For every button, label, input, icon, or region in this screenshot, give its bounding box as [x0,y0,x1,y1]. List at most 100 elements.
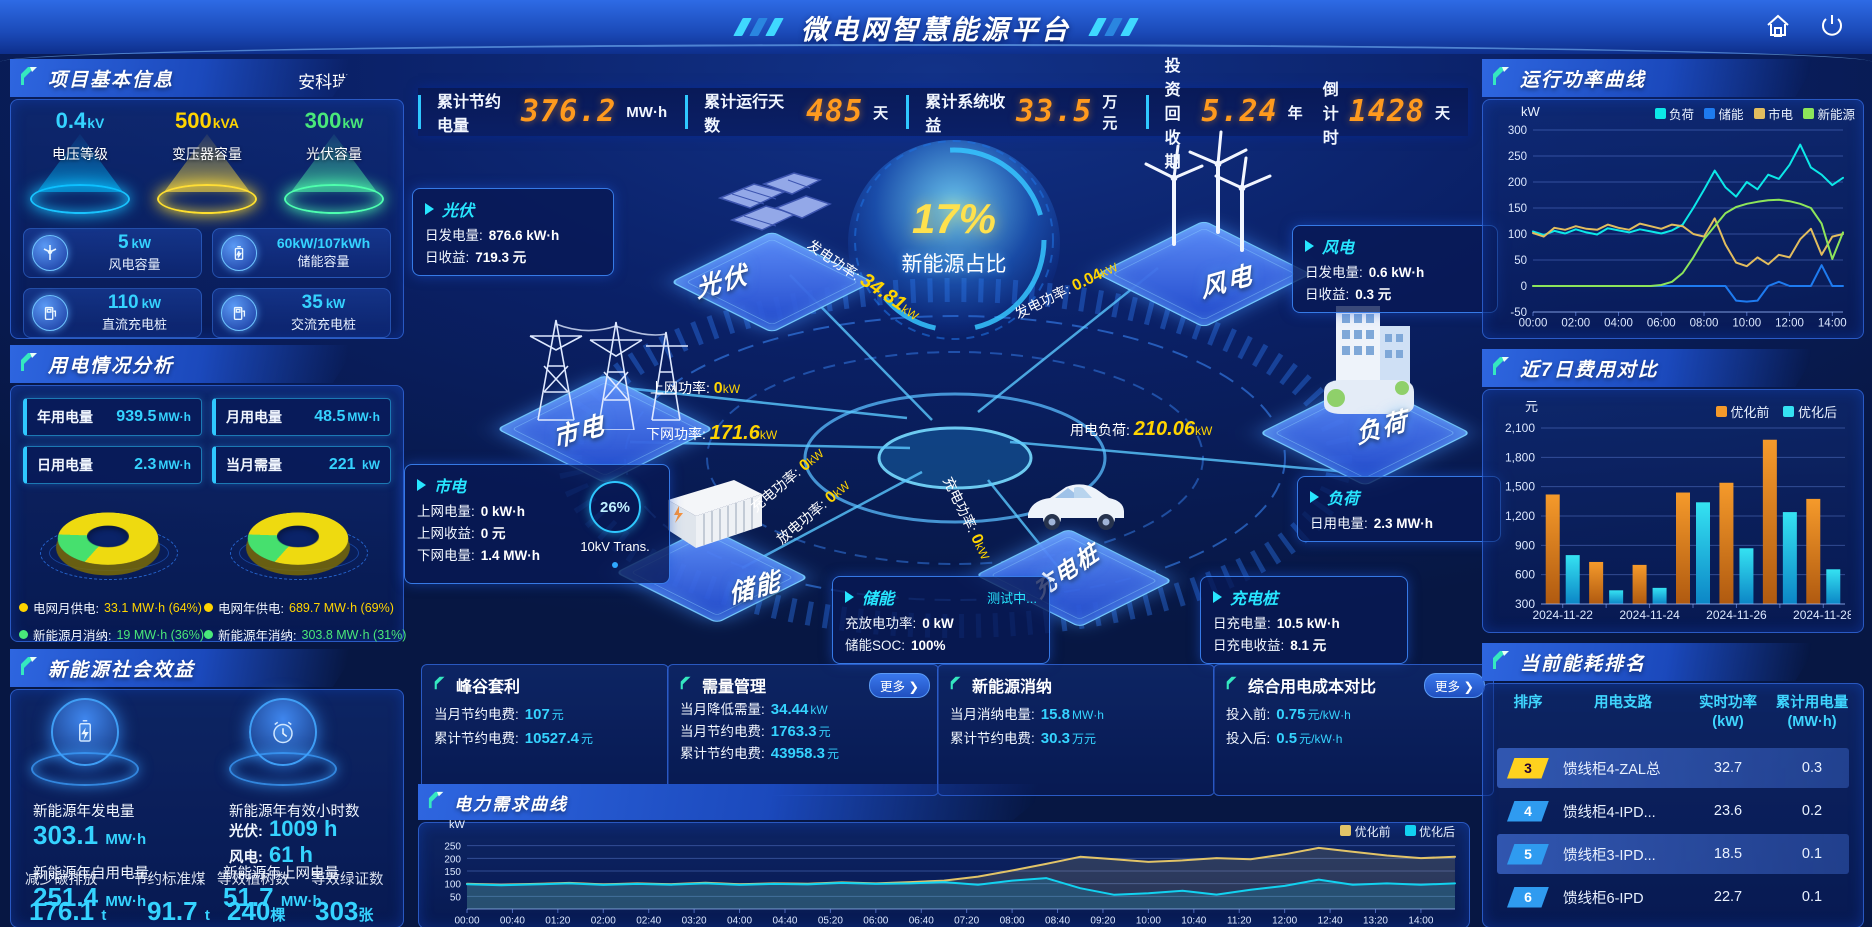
svg-text:100: 100 [444,880,461,891]
svg-text:05:20: 05:20 [818,916,843,926]
svg-text:50: 50 [1514,255,1527,267]
card-renewable-consumption: 新能源消纳 当月消纳电量: 15.8 MW·h 累计节约电费: 30.3 万元 [937,664,1215,796]
svg-text:11:20: 11:20 [1227,916,1252,926]
rank-badge: 6 [1507,886,1549,908]
ranking-table-body: 3 馈线柜4-ZAL总 32.7 0.3 4 馈线柜4-IPD... 23.6 … [1497,748,1849,927]
flow-grid-export: 上网功率: 0kW [650,380,741,397]
donut-legend: 电网月供电: 33.1 MW·h (64%) 电网年供电: 689.7 MW·h (… [19,598,406,644]
cert-label: 等效绿证数 [311,872,384,888]
svg-text:200: 200 [444,854,461,865]
legend-chip-storage [1704,108,1715,119]
svg-text:08:00: 08:00 [1690,318,1719,330]
svg-text:12:00: 12:00 [1272,916,1297,926]
core-sphere: 17% 新能源占比 [848,140,1060,346]
svg-text:07:20: 07:20 [954,916,979,926]
spotlight-pv-capacity: 300kW 光伏容量 [275,110,393,222]
demand-curve-chart: 50 100 150 200 250 00:00 00:40 01:20 02:00 02:40 0… [421,825,1465,927]
svg-text:2024-11-24: 2024-11-24 [1619,608,1680,622]
decor-slash [733,18,752,36]
battery-icon [221,235,257,271]
decor-slash [1120,18,1139,36]
svg-text:12:40: 12:40 [1318,916,1343,926]
more-button-cost[interactable]: 更多 ❯ [1424,673,1485,698]
svg-text:900: 900 [1515,538,1535,552]
title-decoration-right [1088,18,1139,36]
card-corner-icon [1226,676,1240,695]
svg-text:10:40: 10:40 [1181,916,1206,926]
home-icon[interactable] [1764,12,1792,40]
power-towers-icon [510,280,700,435]
export-value: 51.7 MW·h [223,882,322,912]
legend-dot-icon [19,603,28,612]
svg-text:14:00: 14:00 [1408,916,1433,926]
panel-social-benefits: 新能源社会效益 新能源年发电量 303.1 MW·h 新能源年有效小时数 光伏:… [10,649,404,927]
rank-badge: 4 [1507,800,1549,822]
panel-corner-icon [428,791,446,814]
svg-text:09:20: 09:20 [1090,916,1115,926]
card-corner-icon [950,676,964,695]
charger-info-box: 充电桩 日充电量: 10.5 kW·h 日充电收益: 8.1 元 [1200,576,1408,664]
legend-renewable-year: 新能源年消纳: 303.8 MW·h (31%) [204,625,406,644]
svg-text:250: 250 [1508,151,1527,163]
svg-text:08:00: 08:00 [1000,916,1025,926]
ev-car-icon [1016,470,1140,541]
panel-project-info: 项目基本信息 安科瑞电气 0.4kV 电压等级 500kVA 变压器容量 300… [10,59,404,339]
svg-text:2,100: 2,100 [1505,421,1535,435]
generation-pedestal [25,698,145,798]
charger-icon [221,295,257,331]
co2-value: 176.1 t [29,896,107,926]
svg-text:300: 300 [1515,597,1535,611]
wind-hours: 风电: 61 h [229,842,313,867]
stat-month-demand: 当月需量 221 kW [212,446,391,484]
card-corner-icon [434,676,448,695]
panel-power-header: 运行功率曲线 [1482,59,1819,97]
grid-info-box: 市电 上网电量: 0 kW·h 上网收益: 0 元 下网电量: 1.4 MW·h 26… [404,464,670,584]
renewable-share-value: 17% [911,195,997,242]
sphere-glow [848,140,1060,346]
tree-label: 等效植树数 [217,872,290,888]
wind-turbine-icon [32,235,68,271]
flow-grid-import: 下网功率: 171.6kW [646,422,778,444]
hours-label: 新能源年有效小时数 [229,804,360,820]
power-chart-legend: 负荷 储能 市电 新能源 [1654,104,1855,123]
svg-text:08:40: 08:40 [1045,916,1070,926]
gen-label: 新能源年发电量 [33,804,135,820]
svg-text:14:00: 14:00 [1818,318,1847,330]
gen-value: 303.1 MW·h [33,820,147,850]
svg-text:01:20: 01:20 [545,916,570,926]
microgrid-topology: 17% 新能源占比 光伏 [404,130,1501,664]
coal-label: 节约标准煤 [133,872,206,888]
legend-chip-load [1654,108,1666,119]
card-corner-icon [680,676,694,695]
title-decoration-left [733,18,784,36]
load-info-box: 负荷 日用电量: 2.3 MW·h [1297,476,1501,542]
legend-renewable-month: 新能源月消纳: 19 MW·h (36%) [19,625,204,644]
storage-status: 测试中... [987,590,1037,606]
more-button-demand[interactable]: 更多 ❯ [869,673,930,698]
panel-energy-ranking: 当前能耗排名 排序 用电支路 实时功率 (kW) 累计用电量 (MW·h) 3 馈线… [1482,643,1864,927]
svg-text:00:40: 00:40 [500,916,525,926]
panel-corner-icon [1492,66,1512,91]
ranking-table-header: 排序 用电支路 实时功率 (kW) 累计用电量 (MW·h) [1513,695,1849,730]
legend-chip-after [1783,406,1795,417]
svg-text:150: 150 [444,867,461,878]
power-icon[interactable] [1818,12,1846,40]
self-use-label: 新能源年自用电量 [33,866,149,882]
decor-slash [1104,18,1123,36]
svg-text:100: 100 [1508,229,1527,241]
kpi-payback: 投资回收期 5.24 年 倒计时 1428 天 [1145,58,1468,171]
svg-text:02:00: 02:00 [591,916,616,926]
panel-cost-header: 近7日费用对比 [1482,349,1819,387]
pedestal-ring [31,752,139,786]
svg-text:-50: -50 [1510,307,1527,319]
table-row: 4 馈线柜4-IPD... 23.6 0.2 [1497,791,1849,831]
rank-badge: 5 [1507,843,1549,865]
self-use-value: 251.4 MW·h [33,882,147,912]
panel-demand-curve: 电力需求曲线 kW 优化前 优化后 50 100 150 200 250 00:00 00:… [418,784,1470,927]
cert-value: 303张 [315,896,374,926]
company-selector[interactable]: 安科瑞电气 [298,68,357,93]
decor-slash [749,18,768,36]
rank-badge: 3 [1507,757,1549,779]
renewable-share-label: 新能源占比 [901,253,1007,276]
legend-dot-icon [204,603,214,612]
